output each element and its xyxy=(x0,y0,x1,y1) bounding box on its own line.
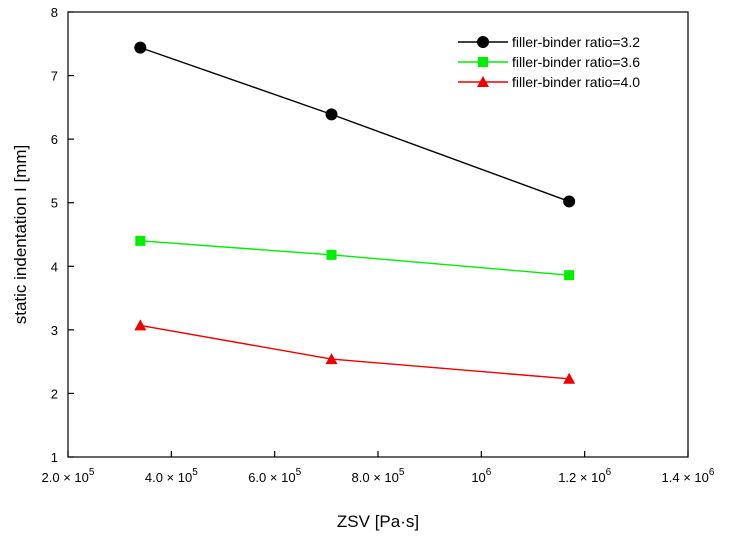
y-axis: 1 2 3 4 5 6 7 8 xyxy=(51,5,74,465)
x-tick-exponent: 5 xyxy=(192,467,198,478)
x-tick-label: 8.0 × 105 xyxy=(352,467,405,485)
y-tick-label: 2 xyxy=(51,386,58,401)
legend-label: filler-binder ratio=3.6 xyxy=(512,54,640,70)
x-tick-label: 1.4 × 106 xyxy=(662,467,715,485)
x-axis: 2.0 × 105 4.0 × 105 6.0 × 105 8.0 × 105 106 1… xyxy=(42,451,715,485)
legend-marker xyxy=(478,57,488,67)
series-line-1 xyxy=(140,46,570,203)
x-tick-exponent: 5 xyxy=(399,467,405,478)
data-point-3 xyxy=(563,372,576,384)
x-tick-exponent: 5 xyxy=(89,467,95,478)
x-tick-label: 2.0 × 105 xyxy=(42,467,95,485)
legend-label: filler-binder ratio=3.2 xyxy=(512,34,640,50)
data-point-1 xyxy=(325,108,338,121)
data-point-2 xyxy=(326,249,337,260)
x-tick-label: 1.2 × 106 xyxy=(558,467,611,485)
legend-marker xyxy=(477,76,489,87)
x-tick-base: 6.0 × 10 xyxy=(248,470,295,485)
x-tick-base: 1.2 × 10 xyxy=(558,470,605,485)
x-tick-exponent: 6 xyxy=(486,467,492,478)
x-tick-exponent: 6 xyxy=(709,467,715,478)
y-tick-label: 8 xyxy=(51,5,58,20)
x-tick-base: 1.4 × 10 xyxy=(662,470,709,485)
y-tick-label: 1 xyxy=(51,450,58,465)
data-point-2 xyxy=(564,270,575,281)
x-tick-base: 8.0 × 10 xyxy=(352,470,399,485)
legend-marker xyxy=(477,36,489,48)
legend: filler-binder ratio=3.2 filler-binder rat… xyxy=(458,34,640,90)
x-tick-label: 6.0 × 105 xyxy=(248,467,301,485)
series-line-3 xyxy=(140,324,570,380)
x-axis-title: ZSV [Pa·s] xyxy=(337,512,419,531)
x-tick-exponent: 6 xyxy=(606,467,612,478)
x-tick-exponent: 5 xyxy=(296,467,302,478)
y-tick-label: 6 xyxy=(51,132,58,147)
data-point-1 xyxy=(563,195,576,208)
y-axis-title: static indentation I [mm] xyxy=(11,145,30,325)
y-tick-label: 3 xyxy=(51,323,58,338)
legend-label: filler-binder ratio=4.0 xyxy=(512,74,640,90)
x-tick-label: 106 xyxy=(471,467,491,485)
y-tick-label: 5 xyxy=(51,196,58,211)
data-point-3 xyxy=(134,319,147,331)
data-point-2 xyxy=(135,235,146,246)
y-tick-label: 4 xyxy=(51,259,58,274)
x-tick-label: 4.0 × 105 xyxy=(145,467,198,485)
series-line-2 xyxy=(140,240,570,276)
x-tick-base: 4.0 × 10 xyxy=(145,470,192,485)
data-point-1 xyxy=(134,41,147,54)
y-tick-label: 7 xyxy=(51,69,58,84)
x-tick-base: 10 xyxy=(471,470,485,485)
x-tick-base: 2.0 × 10 xyxy=(42,470,89,485)
data-point-3 xyxy=(325,353,338,365)
series-layer xyxy=(134,41,576,384)
